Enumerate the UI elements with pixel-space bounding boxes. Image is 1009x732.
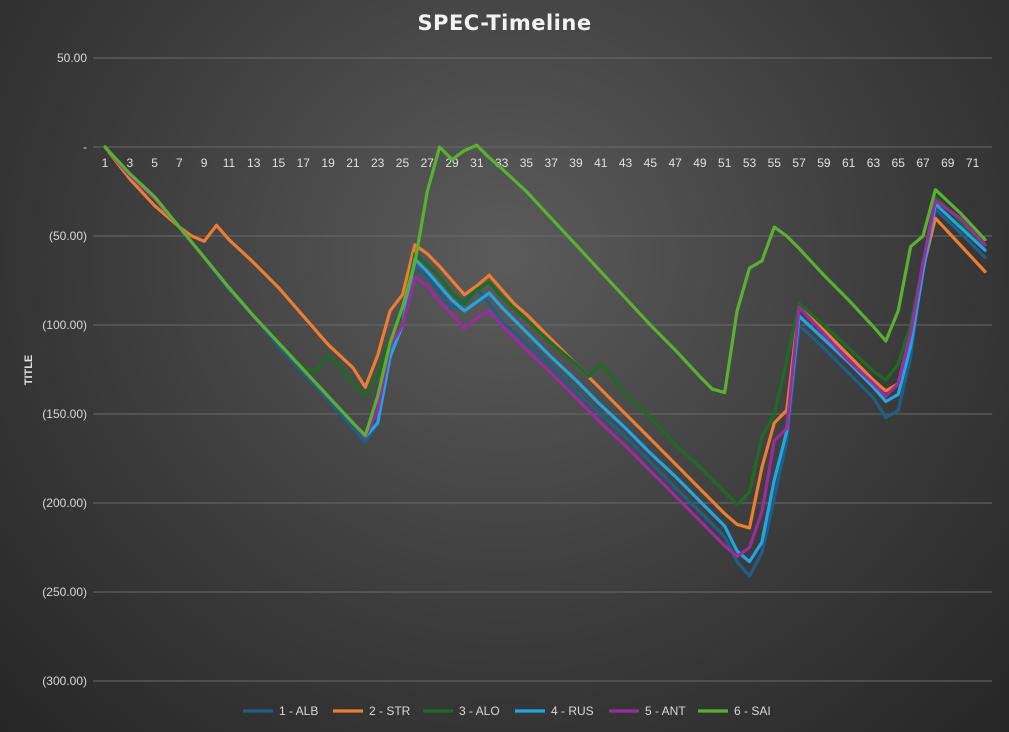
series-line bbox=[103, 145, 987, 578]
chart-title: SPEC-Timeline bbox=[417, 11, 592, 35]
legend-item: 6 - SAI bbox=[698, 704, 771, 718]
legend-label: 5 - ANT bbox=[645, 704, 686, 718]
x-tick-label: 53 bbox=[743, 156, 757, 170]
x-tick-label: 13 bbox=[247, 156, 261, 170]
legend-item: 5 - ANT bbox=[609, 704, 686, 718]
y-tick-label: (250.00) bbox=[42, 585, 87, 599]
x-axis-ticks: 1 3 5 7 9 11 13 15 17 19 21 23 25 27 29 31 33 35 37 39 41 43 4… bbox=[102, 156, 980, 170]
x-tick-label: 35 bbox=[520, 156, 534, 170]
series-line bbox=[103, 145, 987, 507]
x-tick-label: 61 bbox=[842, 156, 856, 170]
x-tick-label: 25 bbox=[396, 156, 410, 170]
y-tick-label: 50.00 bbox=[57, 51, 87, 65]
x-tick-label: 45 bbox=[644, 156, 658, 170]
x-tick-label: 17 bbox=[297, 156, 311, 170]
x-tick-label: 29 bbox=[445, 156, 459, 170]
legend-item: 4 - RUS bbox=[515, 704, 594, 718]
y-tick-label: (150.00) bbox=[42, 407, 87, 421]
x-tick-label: 43 bbox=[619, 156, 633, 170]
y-tick-label: (200.00) bbox=[42, 496, 87, 510]
gridlines bbox=[93, 57, 992, 682]
x-tick-label: 65 bbox=[892, 156, 906, 170]
legend-item: 3 - ALO bbox=[423, 704, 500, 718]
x-tick-label: 55 bbox=[768, 156, 782, 170]
x-tick-label: 7 bbox=[176, 156, 183, 170]
y-axis-label: TITLE bbox=[23, 355, 35, 386]
legend-item: 2 - STR bbox=[333, 704, 411, 718]
y-tick-label: (100.00) bbox=[42, 318, 87, 332]
x-tick-label: 23 bbox=[371, 156, 385, 170]
x-tick-label: 19 bbox=[321, 156, 335, 170]
x-tick-label: 31 bbox=[470, 156, 484, 170]
x-tick-label: 49 bbox=[693, 156, 707, 170]
x-tick-label: 1 bbox=[102, 156, 109, 170]
series-lines bbox=[103, 143, 987, 578]
y-tick-label: (300.00) bbox=[42, 674, 87, 688]
series-line bbox=[103, 145, 987, 530]
legend: 1 - ALB 2 - STR 3 - ALO 4 - RUS 5 - ANT 6 - S… bbox=[243, 704, 771, 718]
x-tick-label: 39 bbox=[569, 156, 583, 170]
legend-label: 6 - SAI bbox=[734, 704, 771, 718]
x-tick-label: 15 bbox=[272, 156, 286, 170]
x-tick-label: 71 bbox=[966, 156, 980, 170]
legend-label: 1 - ALB bbox=[279, 704, 318, 718]
x-tick-label: 21 bbox=[346, 156, 360, 170]
x-tick-label: 5 bbox=[151, 156, 158, 170]
x-tick-label: 41 bbox=[594, 156, 608, 170]
legend-label: 4 - RUS bbox=[551, 704, 594, 718]
y-tick-label: - bbox=[83, 140, 87, 154]
y-axis-ticks: 50.00 - (50.00) (100.00) (150.00) (200.00) (25… bbox=[42, 51, 87, 688]
legend-label: 2 - STR bbox=[369, 704, 411, 718]
x-tick-label: 47 bbox=[668, 156, 682, 170]
x-tick-label: 37 bbox=[545, 156, 559, 170]
x-tick-label: 9 bbox=[201, 156, 208, 170]
legend-label: 3 - ALO bbox=[459, 704, 500, 718]
y-tick-label: (50.00) bbox=[49, 229, 87, 243]
x-tick-label: 11 bbox=[223, 156, 236, 170]
x-tick-label: 3 bbox=[126, 156, 133, 170]
x-tick-label: 69 bbox=[941, 156, 955, 170]
x-tick-label: 63 bbox=[867, 156, 881, 170]
legend-item: 1 - ALB bbox=[243, 704, 318, 718]
x-tick-label: 67 bbox=[916, 156, 930, 170]
series-line bbox=[103, 143, 987, 437]
x-tick-label: 51 bbox=[718, 156, 732, 170]
x-tick-label: 27 bbox=[421, 156, 435, 170]
x-tick-label: 57 bbox=[792, 156, 806, 170]
x-tick-label: 59 bbox=[817, 156, 831, 170]
